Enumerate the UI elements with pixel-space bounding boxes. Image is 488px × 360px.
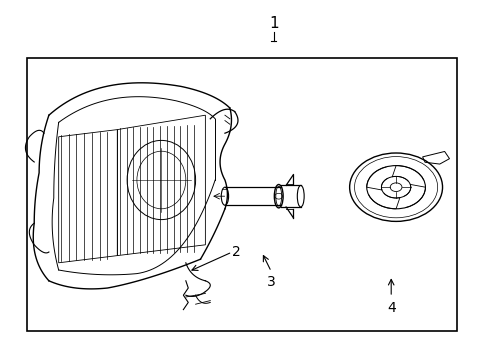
Bar: [27, 58, 456, 331]
Text: 1: 1: [268, 16, 278, 31]
Text: 4: 4: [386, 301, 395, 315]
Text: 3: 3: [266, 275, 275, 289]
Text: 2: 2: [232, 245, 241, 259]
